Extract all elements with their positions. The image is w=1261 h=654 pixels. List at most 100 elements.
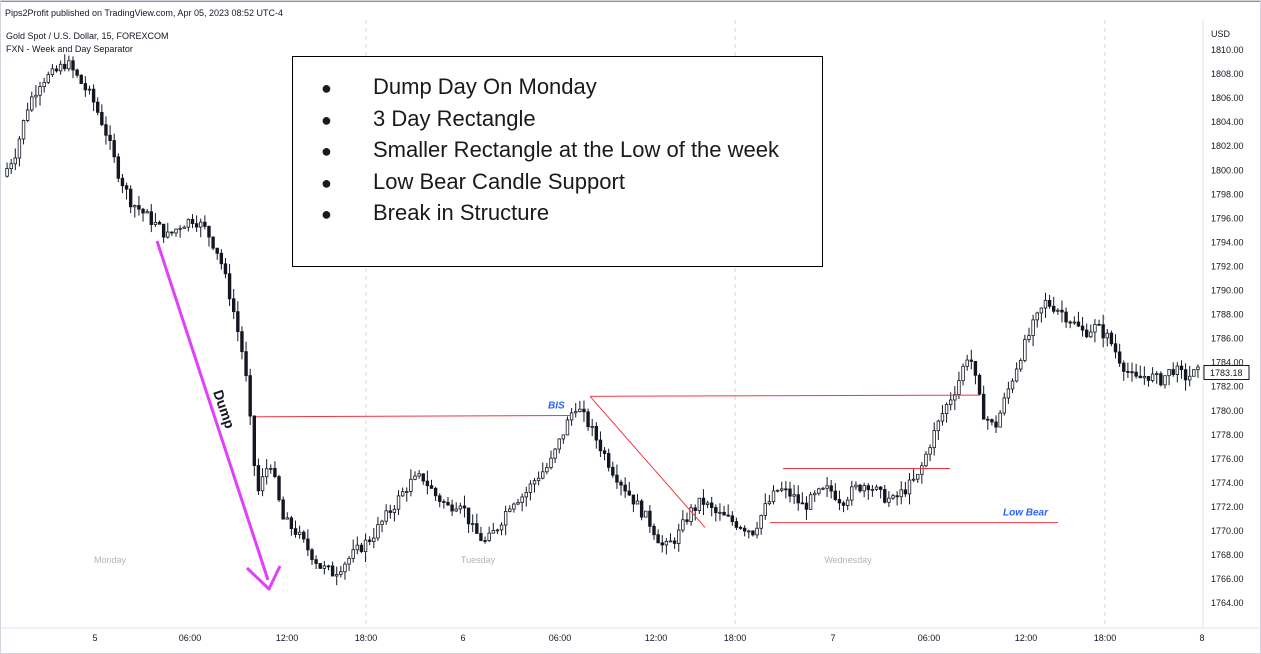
dump-arrow-line	[155, 240, 270, 581]
candle-body	[240, 331, 244, 353]
time-tick-label: 06:00	[549, 633, 572, 643]
time-tick-label: 06:00	[179, 633, 202, 643]
candle-body	[726, 514, 730, 517]
time-tick-label: 18:00	[355, 633, 378, 643]
candle-body	[1142, 376, 1147, 379]
time-tick-label: 18:00	[724, 633, 747, 643]
candle-body	[907, 479, 912, 495]
candle-body	[1146, 376, 1151, 381]
candle-body	[227, 273, 232, 300]
candle-body	[1117, 351, 1122, 364]
note-item: ● Dump Day On Monday	[321, 72, 779, 104]
candle-body	[215, 247, 219, 254]
time-tick-label: 06:00	[918, 633, 941, 643]
candle-body	[46, 74, 50, 83]
candle-body	[13, 157, 18, 165]
note-item: ● Smaller Rectangle at the Low of the wee…	[321, 135, 779, 167]
price-tick-label: 1804.00	[1211, 117, 1244, 127]
candle-body	[627, 490, 631, 496]
price-tick-label: 1792.00	[1211, 261, 1244, 271]
candle-body	[565, 419, 570, 436]
candle-body	[932, 430, 936, 449]
candle-body	[466, 507, 471, 525]
price-tick-label: 1768.00	[1211, 550, 1244, 560]
candle-body	[108, 134, 112, 141]
candle-body	[953, 394, 957, 401]
candle-body	[619, 481, 623, 486]
candle-body	[631, 494, 636, 505]
candle-body	[557, 438, 561, 450]
candle-body	[775, 489, 780, 492]
candle-body	[837, 499, 842, 504]
candle-body	[236, 311, 240, 333]
candle-body	[924, 453, 928, 467]
publisher-caption: Pips2Profit published on TradingView.com…	[5, 8, 283, 18]
candle-body	[981, 393, 986, 420]
bis-label: BIS	[548, 401, 565, 412]
candle-body	[1052, 305, 1056, 312]
candle-body	[821, 487, 825, 490]
candle-body	[409, 478, 413, 492]
candle-body	[623, 484, 627, 492]
candle-body	[335, 574, 339, 577]
candle-body	[302, 531, 306, 540]
time-tick-label: 12:00	[645, 633, 668, 643]
candle-body	[1187, 375, 1192, 381]
price-tick-label: 1774.00	[1211, 478, 1244, 488]
axis-unit-label: USD	[1211, 29, 1231, 39]
candle-body	[957, 380, 961, 395]
candle-body	[965, 359, 969, 367]
day-label: Tuesday	[461, 555, 496, 565]
candle-body	[569, 412, 574, 421]
candle-body	[503, 511, 508, 526]
candle-body	[223, 263, 228, 275]
notes-list: ● Dump Day On Monday ● 3 Day Rectangle ● Smal…	[321, 72, 779, 230]
candle-body	[825, 485, 829, 489]
candle-body	[850, 486, 854, 501]
price-tick-label: 1776.00	[1211, 454, 1244, 464]
candle-body	[1113, 343, 1118, 353]
candle-body	[211, 236, 215, 249]
price-axis[interactable]: USD 1810.00 1808.00 1806.00 1804.00 1802.00 18…	[1202, 20, 1250, 628]
candle-body	[813, 492, 817, 496]
candle-body	[219, 252, 224, 265]
candle-body	[780, 488, 784, 491]
candle-body	[784, 488, 788, 491]
candle-body	[433, 487, 438, 497]
candle-body	[190, 218, 195, 224]
candle-body	[1068, 321, 1072, 324]
candle-body	[887, 497, 891, 503]
candle-body	[252, 415, 257, 466]
day-label: Monday	[94, 555, 127, 565]
candle-body	[994, 421, 998, 428]
candle-body	[454, 508, 458, 512]
candle-body	[866, 485, 870, 491]
candle-body	[104, 124, 108, 136]
candle-body	[594, 425, 599, 441]
candle-body	[363, 539, 368, 553]
candle-body	[668, 540, 673, 543]
range-top-line	[589, 394, 981, 397]
candle-body	[648, 510, 652, 527]
candle-body	[685, 519, 689, 522]
candle-body	[1010, 380, 1015, 390]
candle-body	[100, 111, 104, 126]
candle-body	[759, 515, 763, 529]
candle-body	[561, 434, 566, 440]
candle-body	[166, 231, 170, 238]
time-axis[interactable]: 5 06:00 12:00 18:00 6 06:00 12:00 18:00 7 06:00 12…	[0, 627, 1261, 643]
candle-body	[928, 447, 932, 455]
candle-body	[256, 465, 261, 492]
last-price-label: 1783.18	[1210, 368, 1243, 378]
candle-body	[231, 298, 236, 313]
candle-body	[297, 531, 302, 535]
candle-body	[244, 351, 248, 377]
price-tick-label: 1798.00	[1211, 189, 1244, 199]
candle-body	[512, 503, 516, 510]
candle-body	[400, 491, 405, 497]
candle-body	[990, 419, 994, 423]
candle-body	[1122, 362, 1126, 372]
notes-box: ● Dump Day On Monday ● 3 Day Rectangle ● Smal…	[292, 56, 823, 267]
bullet-icon: ●	[321, 172, 332, 193]
